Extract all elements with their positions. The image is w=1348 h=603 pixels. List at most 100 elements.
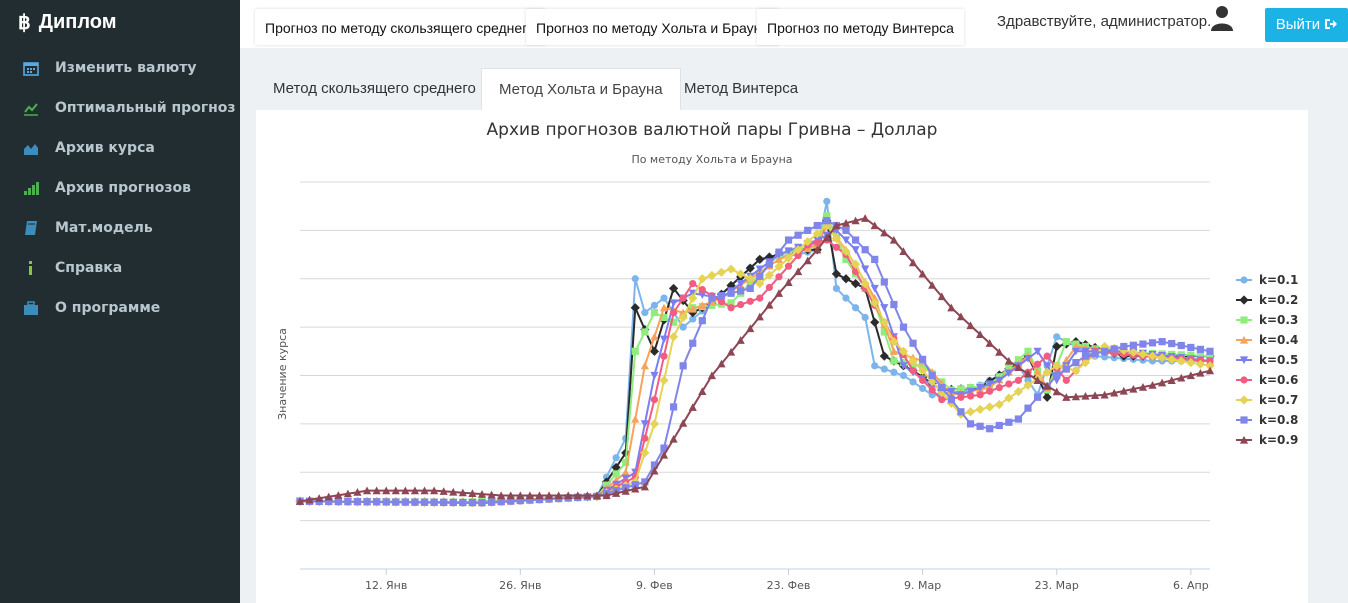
point-marker bbox=[1196, 368, 1205, 377]
point-marker bbox=[774, 289, 784, 297]
series-k=0.9 bbox=[295, 214, 1215, 505]
point-marker bbox=[726, 347, 736, 356]
point-marker bbox=[861, 313, 869, 322]
point-marker bbox=[698, 291, 707, 299]
point-marker bbox=[325, 497, 333, 506]
tab-moving-average[interactable]: Метод скользящего среднего bbox=[273, 80, 476, 97]
sidebar-item-about[interactable]: О программе bbox=[0, 288, 240, 328]
point-marker bbox=[1239, 335, 1249, 344]
point-marker bbox=[803, 256, 812, 265]
point-marker bbox=[362, 486, 372, 495]
point-marker bbox=[516, 497, 524, 505]
top-tab-winters[interactable]: Прогноз по методу Винтерса bbox=[757, 9, 964, 45]
point-marker bbox=[899, 247, 908, 255]
point-marker bbox=[870, 221, 879, 230]
point-marker bbox=[660, 444, 668, 452]
point-marker bbox=[1091, 350, 1099, 358]
point-marker bbox=[995, 376, 1004, 385]
point-marker bbox=[717, 298, 726, 306]
point-marker bbox=[554, 491, 563, 500]
logout-button[interactable]: Выйти bbox=[1265, 8, 1348, 42]
point-marker bbox=[679, 419, 688, 427]
point-marker bbox=[1014, 356, 1023, 364]
point-marker bbox=[746, 279, 754, 288]
point-marker bbox=[334, 491, 343, 499]
point-marker bbox=[1062, 365, 1070, 373]
sidebar-item-help[interactable]: Справка bbox=[0, 248, 240, 288]
point-marker bbox=[831, 269, 842, 279]
point-marker bbox=[1062, 338, 1070, 346]
tab-holt-brown[interactable]: Метод Хольта и Брауна bbox=[481, 68, 681, 111]
point-marker bbox=[995, 348, 1004, 356]
point-marker bbox=[842, 255, 850, 263]
point-marker bbox=[1014, 363, 1023, 372]
y-axis-label: Значение курса bbox=[276, 328, 289, 420]
point-marker bbox=[784, 278, 793, 286]
top-tab-moving-average[interactable]: Прогноз по методу скользящего среднего bbox=[255, 9, 545, 45]
point-marker bbox=[794, 267, 803, 276]
point-marker bbox=[975, 404, 985, 414]
point-marker bbox=[660, 313, 668, 322]
point-marker bbox=[641, 328, 649, 336]
point-marker bbox=[1004, 393, 1014, 403]
sidebar-item-change-currency[interactable]: Изменить валюту bbox=[0, 48, 240, 88]
sidebar-item-label: Изменить валюту bbox=[55, 60, 197, 76]
point-marker bbox=[411, 498, 419, 506]
point-marker bbox=[688, 304, 697, 313]
point-marker bbox=[612, 454, 620, 462]
point-marker bbox=[1081, 391, 1090, 400]
sidebar-item-forecast-archive[interactable]: Архив прогнозов bbox=[0, 168, 240, 208]
point-marker bbox=[842, 294, 850, 302]
brand[interactable]: ฿ Диплом bbox=[18, 10, 117, 35]
point-marker bbox=[382, 498, 390, 506]
series-line bbox=[299, 229, 1211, 504]
point-marker bbox=[1158, 378, 1167, 387]
point-marker bbox=[611, 462, 621, 473]
user-icon[interactable] bbox=[1210, 5, 1234, 31]
point-marker bbox=[737, 287, 745, 295]
point-marker bbox=[401, 498, 409, 506]
top-tab-holt-brown[interactable]: Прогноз по методу Хольта и Брауна bbox=[526, 9, 780, 45]
point-marker bbox=[630, 303, 640, 313]
point-marker bbox=[1138, 349, 1148, 359]
point-marker bbox=[756, 294, 764, 302]
point-marker bbox=[717, 359, 726, 368]
point-marker bbox=[679, 362, 687, 370]
sidebar-item-math-model[interactable]: Мат.модель bbox=[0, 208, 240, 248]
point-marker bbox=[478, 499, 486, 507]
point-marker bbox=[995, 383, 1003, 392]
point-marker bbox=[640, 482, 649, 491]
point-marker bbox=[966, 321, 975, 330]
point-marker bbox=[880, 365, 888, 373]
sidebar-item-optimal-forecast[interactable]: Оптимальный прогноз bbox=[0, 88, 240, 128]
point-marker bbox=[890, 300, 898, 309]
point-marker bbox=[477, 489, 487, 498]
point-marker bbox=[765, 300, 774, 309]
tab-winters[interactable]: Метод Винтерса bbox=[684, 80, 799, 97]
logout-label: Выйти bbox=[1275, 16, 1321, 33]
point-marker bbox=[1196, 352, 1205, 360]
point-marker bbox=[430, 498, 438, 506]
point-marker bbox=[688, 308, 698, 318]
x-tick-label: 23. Мар bbox=[1035, 579, 1079, 592]
point-marker bbox=[1052, 341, 1062, 352]
point-marker bbox=[1090, 391, 1100, 400]
point-marker bbox=[688, 293, 698, 303]
point-marker bbox=[909, 367, 917, 375]
point-marker bbox=[650, 301, 659, 309]
point-marker bbox=[669, 299, 678, 308]
point-marker bbox=[716, 267, 727, 277]
point-marker bbox=[650, 309, 659, 317]
sidebar-item-rate-archive[interactable]: Архив курса bbox=[0, 128, 240, 168]
point-marker bbox=[764, 270, 774, 280]
point-marker bbox=[928, 371, 936, 380]
point-marker bbox=[1071, 392, 1080, 401]
point-marker bbox=[889, 347, 898, 355]
point-marker bbox=[889, 337, 899, 347]
point-marker bbox=[745, 263, 755, 273]
point-marker bbox=[804, 226, 812, 234]
point-marker bbox=[861, 265, 870, 274]
brand-title: Диплом bbox=[38, 11, 117, 33]
point-marker bbox=[641, 309, 649, 317]
point-marker bbox=[1052, 387, 1061, 396]
